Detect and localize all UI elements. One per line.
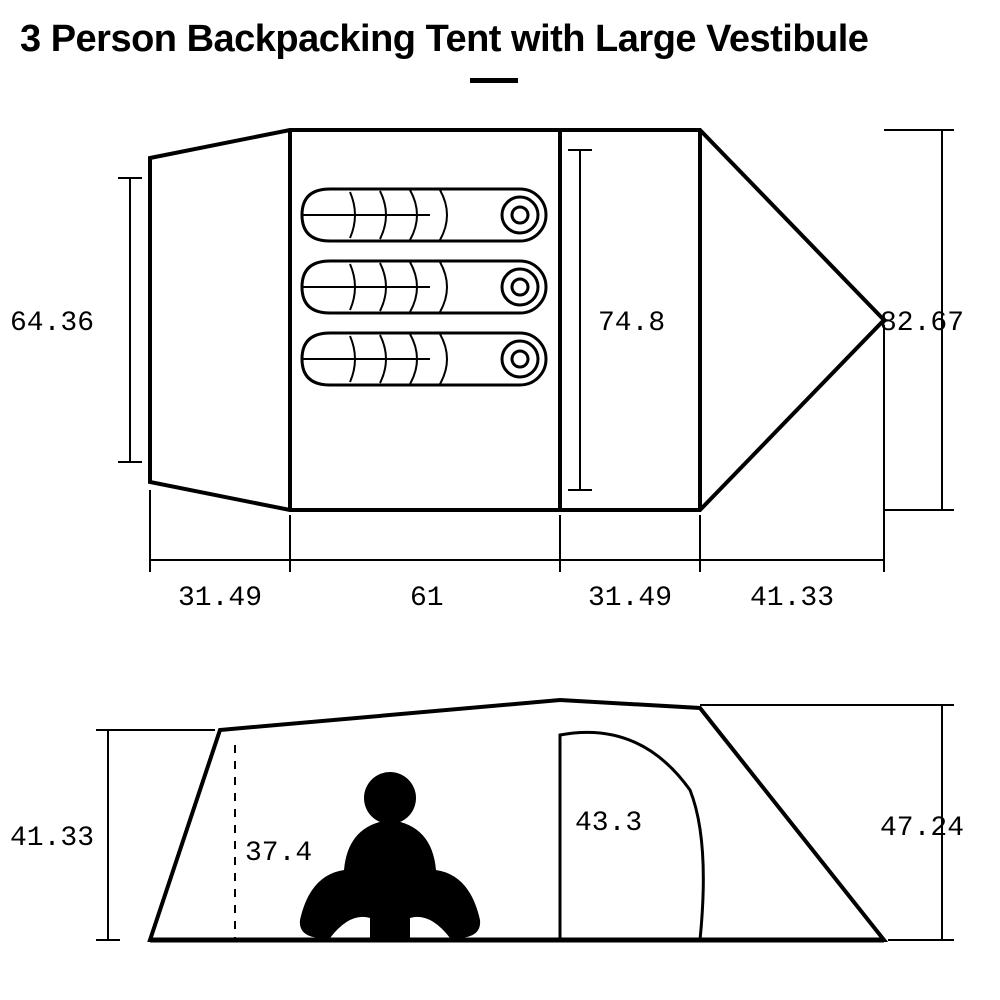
dim-center-74: 74.8 [568, 150, 665, 490]
top-view: 64.36 74.8 82.67 [10, 130, 964, 614]
sleeping-bag-2 [302, 261, 546, 313]
dim-left-64: 64.36 [10, 178, 142, 462]
dim-bottom: 31.49 61 31.49 41.33 [150, 325, 884, 614]
dim-seg-3: 41.33 [750, 583, 834, 614]
dim-seg-0: 31.49 [178, 583, 262, 614]
dim-seg-2: 31.49 [588, 583, 672, 614]
tent-diagram: 64.36 74.8 82.67 [0, 0, 1000, 1000]
dim-label: 64.36 [10, 308, 94, 339]
dim-label: 41.33 [10, 823, 94, 854]
dim-label: 82.67 [880, 308, 964, 339]
top-outline [150, 130, 884, 510]
dim-side-right: 47.24 [700, 705, 964, 940]
dim-label: 37.4 [245, 838, 312, 869]
dim-seg-1: 61 [410, 583, 444, 614]
dim-right-82: 82.67 [880, 130, 964, 510]
sleeping-bag-3 [302, 333, 546, 385]
person-icon [300, 772, 480, 940]
side-outline [150, 700, 884, 940]
sleeping-bag-1 [302, 189, 546, 241]
dim-label: 47.24 [880, 813, 964, 844]
side-view: 41.33 37.4 43.3 47.24 [10, 700, 964, 940]
dim-label: 43.3 [575, 808, 642, 839]
dim-label: 74.8 [598, 308, 665, 339]
